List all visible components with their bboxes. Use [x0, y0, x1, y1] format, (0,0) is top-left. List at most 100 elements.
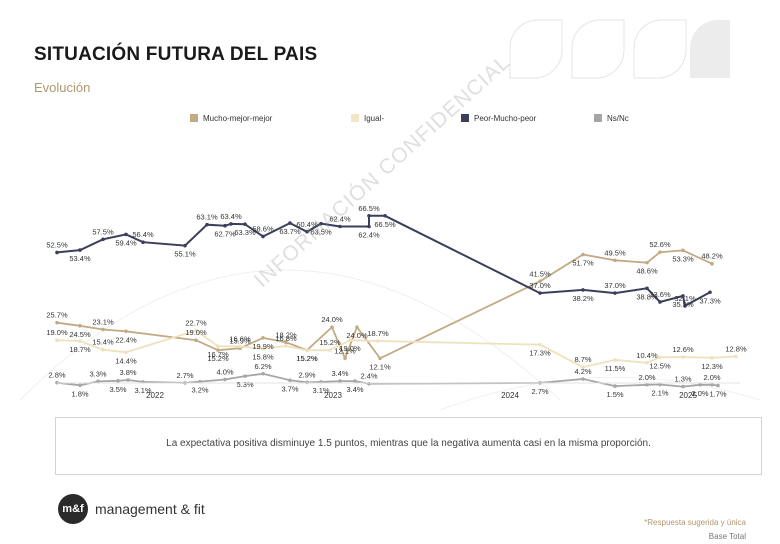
series-line-2 — [56, 214, 711, 308]
data-label: 62.4% — [358, 231, 380, 240]
data-point — [55, 320, 59, 325]
data-point — [681, 248, 685, 253]
data-label: 55.1% — [174, 250, 196, 259]
page-title: SITUACIÓN FUTURA DEL PAIS — [34, 44, 318, 65]
data-point — [613, 291, 617, 295]
data-label: 15.9% — [229, 336, 251, 345]
data-label: 53.4% — [69, 254, 91, 263]
data-label: 3.8% — [119, 368, 136, 377]
data-label: 15.4% — [92, 338, 114, 347]
legend-label: Ns/Nc — [607, 114, 629, 123]
data-point — [538, 342, 542, 347]
data-point — [205, 222, 209, 227]
data-label: 15.2% — [296, 354, 318, 363]
data-point — [367, 213, 371, 218]
data-point — [238, 344, 242, 349]
data-point — [261, 336, 265, 340]
data-label: 22.7% — [185, 319, 207, 328]
data-point — [284, 344, 288, 348]
data-label: 41.5% — [529, 269, 551, 278]
data-point — [376, 339, 380, 343]
data-label: 62.4% — [329, 215, 351, 224]
data-label: 2.8% — [48, 371, 65, 380]
data-point — [613, 358, 617, 362]
data-label: 3.4% — [331, 369, 348, 378]
data-label: 35.9% — [672, 300, 694, 309]
data-point — [124, 329, 128, 334]
data-point — [55, 250, 59, 255]
data-label: 5.3% — [236, 380, 253, 389]
data-point — [126, 378, 130, 382]
data-point — [261, 346, 265, 351]
note-text: La expectativa positiva disminuye 1.5 pu… — [166, 438, 651, 449]
base-note: Base Total — [708, 532, 746, 541]
data-label: 52.6% — [649, 240, 671, 249]
page-subtitle: Evolución — [34, 80, 91, 95]
data-label: 22.4% — [115, 335, 137, 344]
data-point — [367, 224, 371, 229]
data-label: 37.0% — [529, 281, 551, 290]
data-point — [96, 379, 100, 384]
data-label: 23.1% — [92, 317, 114, 326]
data-label: 38.2% — [572, 294, 594, 303]
data-label: 24.5% — [69, 330, 91, 339]
data-label: 3.5% — [109, 385, 126, 394]
data-point — [194, 328, 198, 333]
legend-item-1: Igual- — [351, 114, 384, 123]
legend-item-3: Ns/Nc — [594, 114, 629, 123]
data-label: 53.3% — [672, 254, 694, 263]
data-point — [124, 232, 128, 237]
data-label: 59.4% — [115, 238, 137, 247]
data-label: 3.4% — [346, 385, 363, 394]
legend-item-2: Peor-Mucho-peor — [461, 114, 537, 123]
data-point — [734, 354, 738, 359]
data-label: 37.3% — [699, 296, 721, 305]
data-point — [101, 347, 105, 352]
data-point — [343, 356, 347, 361]
data-point — [284, 340, 288, 345]
data-point — [338, 224, 342, 229]
data-label: 17.3% — [529, 349, 551, 358]
data-label: 12.1% — [369, 362, 391, 371]
data-point — [288, 221, 292, 225]
data-label: 56.4% — [132, 230, 154, 239]
data-label: 4.0% — [216, 368, 233, 377]
data-label: 63.3% — [234, 228, 256, 237]
legend-label: Peor-Mucho-peor — [474, 114, 537, 123]
footnote: *Respuesta sugerida y única — [644, 518, 746, 527]
x-tick-label: 2025 — [679, 391, 697, 400]
data-point — [355, 325, 359, 329]
legend-swatch — [461, 114, 469, 122]
data-point — [581, 288, 585, 292]
legend-label: Igual- — [364, 114, 384, 123]
data-label: 3.3% — [89, 369, 106, 378]
data-point — [367, 381, 371, 386]
data-label: 18.7% — [69, 345, 91, 354]
data-point — [141, 240, 145, 245]
data-point — [613, 384, 617, 388]
data-label: 19.0% — [46, 328, 68, 337]
data-point — [288, 378, 292, 383]
data-label: 66.5% — [374, 220, 396, 229]
series-line-3 — [56, 372, 719, 388]
data-label: 52.5% — [46, 240, 68, 249]
logo: m&f management & fit — [58, 494, 205, 524]
data-point — [353, 379, 357, 383]
data-label: 8.7% — [574, 355, 591, 364]
data-point — [216, 348, 220, 352]
data-point — [78, 339, 82, 343]
data-label: 16.7% — [207, 350, 229, 359]
data-point — [305, 229, 309, 234]
data-label: 63.1% — [196, 213, 218, 222]
note-box: La expectativa positiva disminuye 1.5 pu… — [55, 417, 762, 475]
data-label: 3.7% — [281, 384, 298, 393]
data-point — [330, 325, 334, 329]
data-point — [698, 382, 702, 387]
data-point — [243, 222, 247, 226]
data-point — [261, 234, 265, 239]
data-label: 19.0% — [339, 344, 361, 353]
data-label: 10.4% — [636, 351, 658, 360]
data-point — [78, 248, 82, 252]
data-label: 12.1% — [334, 346, 356, 355]
data-point — [710, 355, 714, 360]
